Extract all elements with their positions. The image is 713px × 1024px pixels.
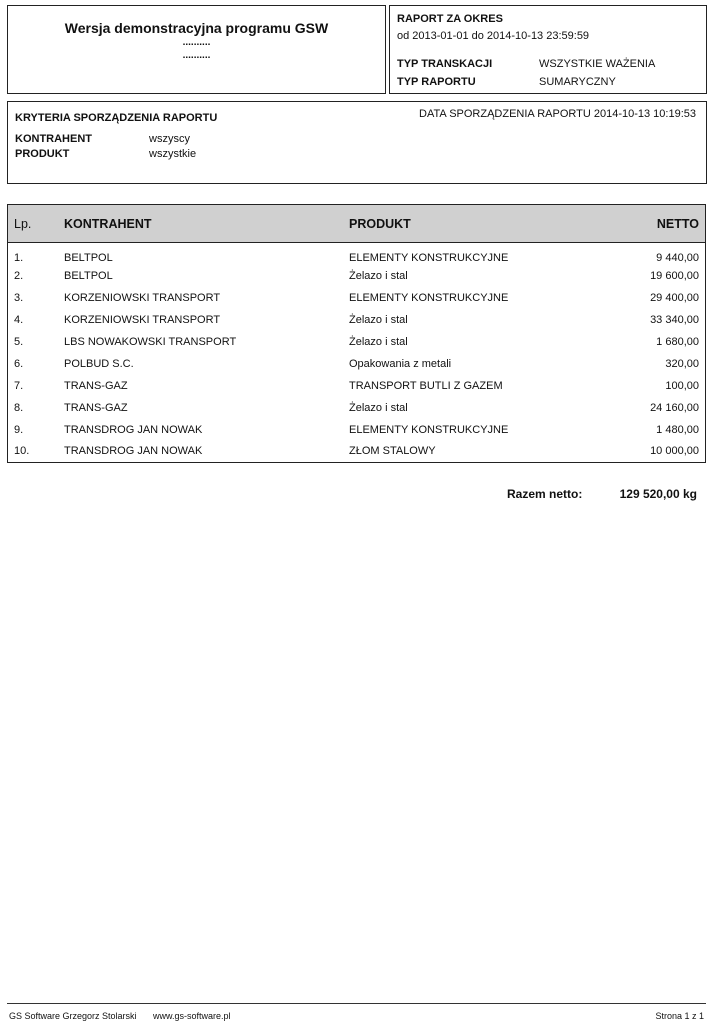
cell-product: ELEMENTY KONSTRUKCYJNE (349, 423, 509, 436)
report-title: Wersja demonstracyjna programu GSW (64, 20, 329, 36)
cell-lp: 3. (14, 291, 24, 304)
footer-divider (7, 1003, 706, 1004)
transaction-type-value: WSZYSTKIE WAŻENIA (539, 58, 656, 70)
table-row: 2. BELTPOL Żelazo i stal 19 600,00 (8, 265, 706, 287)
footer-url[interactable]: www.gs-software.pl (153, 1011, 231, 1021)
cell-product: Żelazo i stal (349, 313, 408, 326)
total-label: Razem netto: (507, 487, 583, 501)
transaction-type-label: TYP TRANSKACJI (397, 58, 493, 70)
cell-product: TRANSPORT BUTLI Z GAZEM (349, 379, 503, 392)
cell-netto: 9 440,00 (656, 251, 699, 264)
cell-contractor: KORZENIOWSKI TRANSPORT (64, 313, 221, 326)
table-row: 3. KORZENIOWSKI TRANSPORT ELEMENTY KONSTRU… (8, 287, 706, 309)
col-product: PRODUKT (343, 204, 610, 243)
cell-netto: 100,00 (665, 379, 699, 392)
cell-lp: 10. (14, 445, 30, 458)
contractor-value: wszyscy (149, 133, 190, 145)
criteria-box: KRYTERIA SPORZĄDZENIA RAPORTU DATA SPORZ… (7, 101, 707, 184)
cell-contractor: LBS NOWAKOWSKI TRANSPORT (64, 335, 237, 348)
dots-line: .......... (182, 50, 211, 61)
period-range: od 2013-01-01 do 2014-10-13 23:59:59 (397, 30, 590, 42)
cell-contractor: BELTPOL (64, 269, 113, 282)
dots-line: .......... (182, 37, 211, 48)
cell-lp: 9. (14, 423, 24, 436)
header-box: Wersja demonstracyjna programu GSW .....… (7, 5, 386, 94)
cell-product: ELEMENTY KONSTRUKCYJNE (349, 291, 509, 304)
cell-lp: 5. (14, 335, 24, 348)
col-lp: Lp. (7, 204, 58, 243)
cell-contractor: BELTPOL (64, 251, 113, 264)
cell-netto: 29 400,00 (650, 291, 699, 304)
contractor-label: KONTRAHENT (15, 133, 92, 145)
report-date: DATA SPORZĄDZENIA RAPORTU 2014-10-13 10:… (419, 108, 696, 120)
footer-page: Strona 1 z 1 (655, 1011, 704, 1021)
product-value: wszystkie (149, 148, 197, 160)
cell-product: Żelazo i stal (349, 401, 408, 414)
cell-product: ELEMENTY KONSTRUKCYJNE (349, 251, 509, 264)
cell-product: Żelazo i stal (349, 335, 408, 348)
cell-netto: 19 600,00 (650, 269, 699, 282)
cell-lp: 2. (14, 269, 24, 282)
table-row: 4. KORZENIOWSKI TRANSPORT Żelazo i stal 33 … (8, 309, 706, 331)
cell-product: ZŁOM STALOWY (349, 445, 436, 458)
table-header: Lp. KONTRAHENT PRODUKT NETTO (7, 204, 706, 243)
cell-lp: 7. (14, 379, 24, 392)
footer-company: GS Software Grzegorz Stolarski (9, 1011, 137, 1021)
table-row: 7. TRANS-GAZ TRANSPORT BUTLI Z GAZEM 100,00 (8, 375, 706, 397)
criteria-title: KRYTERIA SPORZĄDZENIA RAPORTU (15, 112, 218, 124)
period-box: RAPORT ZA OKRES od 2013-01-01 do 2014-10… (389, 5, 707, 94)
cell-contractor: POLBUD S.C. (64, 357, 134, 370)
cell-netto: 24 160,00 (650, 401, 699, 414)
table-row: 9. TRANSDROG JAN NOWAK ELEMENTY KONSTRUKCY… (8, 419, 706, 441)
period-label: RAPORT ZA OKRES (397, 13, 503, 25)
table-row: 5. LBS NOWAKOWSKI TRANSPORT Żelazo i stal 1… (8, 331, 706, 353)
cell-netto: 33 340,00 (650, 313, 699, 326)
cell-product: Opakowania z metali (349, 357, 452, 370)
product-label: PRODUKT (15, 148, 70, 160)
table-row: 8. TRANS-GAZ Żelazo i stal 24 160,00 (8, 397, 706, 419)
cell-netto: 10 000,00 (650, 445, 699, 458)
cell-lp: 8. (14, 401, 24, 414)
cell-product: Żelazo i stal (349, 269, 408, 282)
total-value: 129 520,00 kg (619, 487, 697, 501)
table-row: 1. BELTPOL ELEMENTY KONSTRUKCYJNE 9 440,00 (8, 243, 706, 265)
cell-netto: 320,00 (665, 357, 699, 370)
col-netto: NETTO (609, 204, 706, 243)
cell-contractor: TRANS-GAZ (64, 401, 128, 414)
table-row: 6. POLBUD S.C. Opakowania z metali 320,00 (8, 353, 706, 375)
cell-lp: 1. (14, 251, 24, 264)
cell-contractor: KORZENIOWSKI TRANSPORT (64, 291, 221, 304)
cell-netto: 1 680,00 (656, 335, 699, 348)
cell-lp: 6. (14, 357, 24, 370)
cell-lp: 4. (14, 313, 24, 326)
cell-contractor: TRANSDROG JAN NOWAK (64, 445, 203, 458)
cell-netto: 1 480,00 (656, 423, 699, 436)
report-type-label: TYP RAPORTU (397, 76, 476, 88)
report-type-value: SUMARYCZNY (539, 76, 616, 88)
report-table: Lp. KONTRAHENT PRODUKT NETTO 1. BELTPOL EL… (7, 204, 706, 463)
cell-contractor: TRANSDROG JAN NOWAK (64, 423, 203, 436)
cell-contractor: TRANS-GAZ (64, 379, 128, 392)
col-contractor: KONTRAHENT (58, 204, 343, 243)
table-row: 10. TRANSDROG JAN NOWAK ZŁOM STALOWY 10 000… (8, 441, 706, 463)
